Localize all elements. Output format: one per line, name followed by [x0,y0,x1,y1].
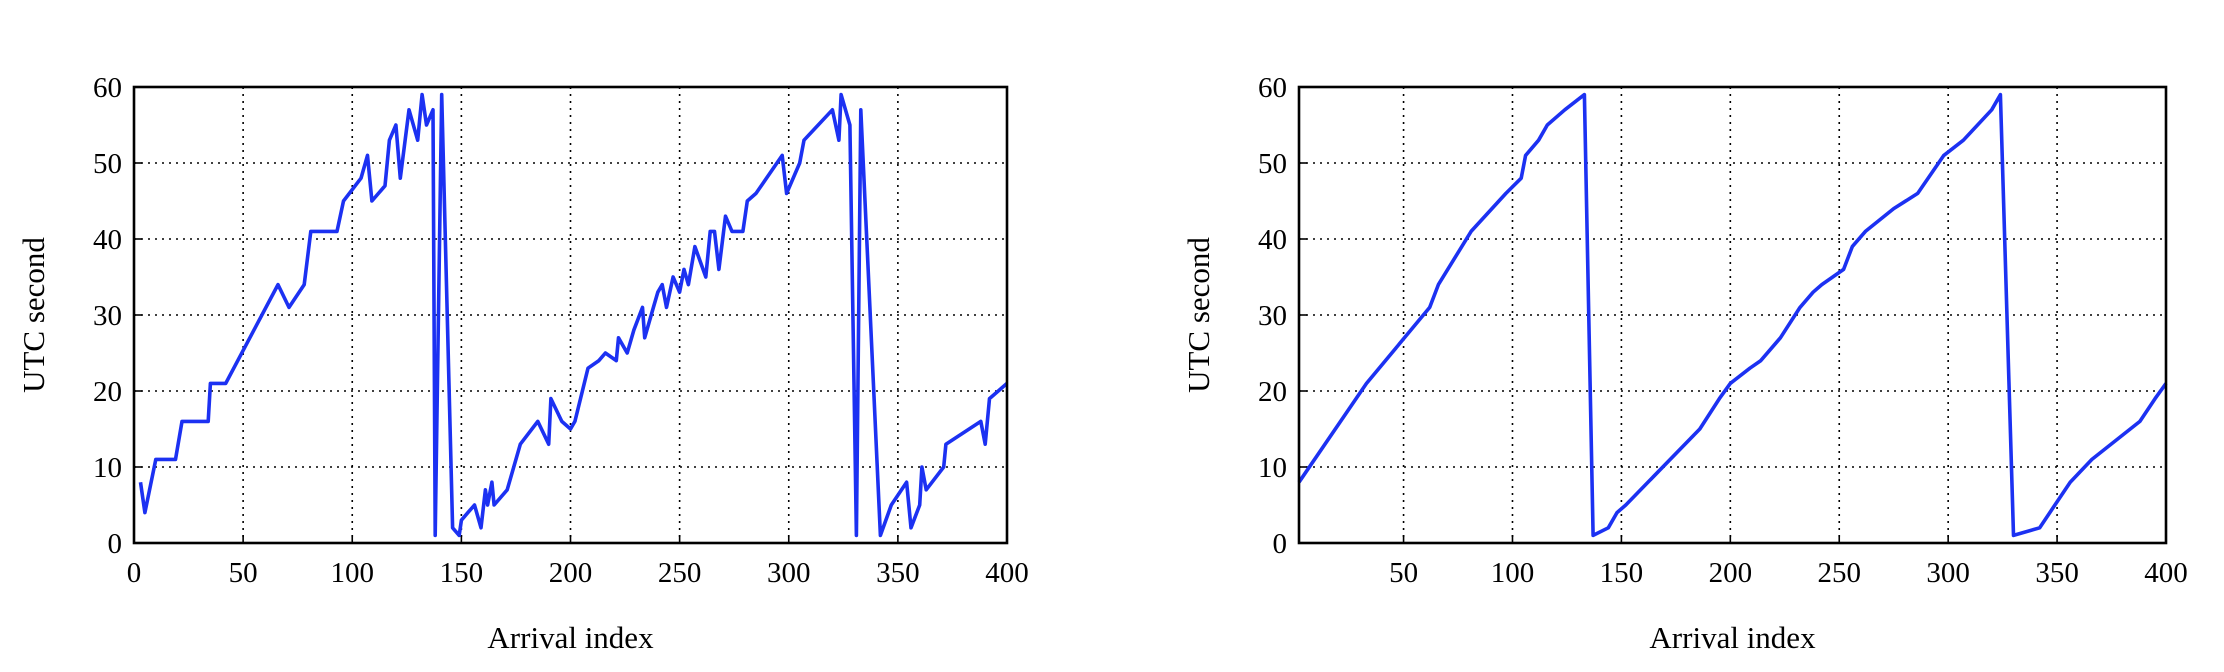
plot-frame [132,85,1009,545]
data-line [138,92,1009,538]
x-tick-label: 400 [985,557,1029,589]
y-axis-label: UTC second [16,237,51,393]
y-tick-label: 20 [93,376,122,408]
data-line [1297,92,2168,538]
x-axis-label: Arrival index [487,620,654,655]
y-tick-label: 0 [108,528,123,560]
x-tick-label: 100 [1491,557,1535,589]
y-tick-label: 50 [93,148,122,180]
y-tick-label: 60 [1258,72,1287,104]
x-tick-label: 100 [331,557,375,589]
x-tick-label: 50 [229,557,258,589]
x-tick-label: 350 [876,557,920,589]
y-tick-label: 50 [1258,148,1287,180]
y-tick-label: 30 [93,300,122,332]
x-tick-label: 350 [2035,557,2079,589]
y-tick-label: 0 [1273,528,1288,560]
y-tick-label: 40 [93,224,122,256]
y-tick-label: 30 [1258,300,1287,332]
x-tick-label: 300 [1926,557,1970,589]
plot-frame [1297,85,2168,545]
x-tick-label: 200 [1709,557,1753,589]
y-axis-label: UTC second [1181,237,1216,393]
x-tick-label: 400 [2144,557,2188,589]
x-tick-label: 0 [127,557,142,589]
y-tick-label: 10 [93,452,122,484]
x-tick-label: 150 [440,557,484,589]
y-tick-label: 40 [1258,224,1287,256]
y-tick-label: 60 [93,72,122,104]
x-tick-label: 300 [767,557,811,589]
y-tick-label: 10 [1258,452,1287,484]
x-tick-label: 150 [1600,557,1644,589]
x-tick-label: 200 [549,557,593,589]
x-axis-label: Arrival index [1649,620,1816,655]
x-tick-label: 250 [658,557,702,589]
x-tick-label: 50 [1389,557,1418,589]
y-tick-label: 20 [1258,376,1287,408]
x-tick-label: 250 [1817,557,1861,589]
